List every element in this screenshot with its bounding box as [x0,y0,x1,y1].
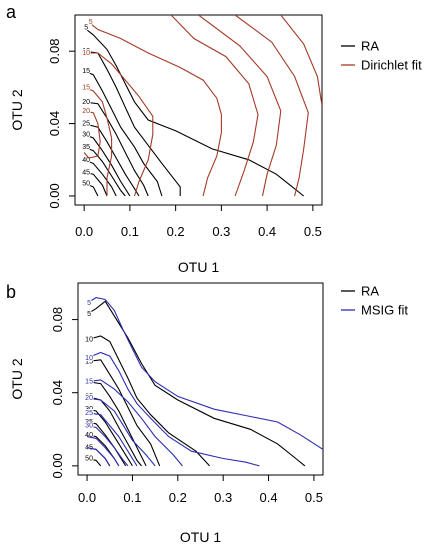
legend-entry: RA [361,284,379,299]
contour-label: 10 [85,337,93,344]
contour-label: 15 [82,68,90,75]
contour-line-10 [84,50,181,196]
contour-label: 25 [85,410,93,417]
contour-label: 45 [82,169,90,176]
contour-line-45 [83,171,108,197]
x-tick-label: 0.0 [75,224,93,239]
contour-line-20 [87,397,156,467]
contour-line-20 [83,110,101,159]
y-tick-label: 0.08 [47,39,62,64]
contour-line [86,447,111,467]
contour-label: 20 [82,108,90,115]
contour-label: 25 [82,121,90,128]
contour-line-15 [83,86,113,196]
contour-label: 15 [85,379,93,386]
legend-entry: Dirichlet fit [361,58,422,73]
contour-line [280,15,322,106]
contour-line [170,15,259,197]
plot-frame [77,282,324,476]
y-tick-label: 0.04 [50,380,65,405]
contour-line [86,436,120,467]
contour-line-20 [87,381,147,467]
contour-line-10 [86,335,211,467]
contour-label: 5 [87,311,91,318]
contour-label: 40 [82,157,90,164]
panel-letter: b [6,282,16,302]
contour-label: 15 [82,84,90,91]
contour-line [234,15,309,197]
series-ra: 5 10 15 20 25 30 35 40 45 50 [81,24,305,197]
x-tick-label: 0.4 [260,490,278,505]
contour-line-20 [84,101,149,197]
contour-line-30 [83,133,131,197]
contour-label: 35 [85,419,93,426]
contour-line-25 [87,412,138,467]
contour-label: 5 [87,300,91,307]
series-dirichlet-fit: 5 10 15 20 [81,15,322,197]
x-tick-label: 0.2 [169,490,187,505]
contour-label: 50 [82,180,90,187]
contour-label: 20 [82,99,90,106]
panel-letter: a [6,2,17,22]
contour-line-30 [86,425,129,467]
contour-line-35 [83,146,126,197]
contour-line-5 [86,300,306,467]
x-tick-label: 0.4 [258,224,276,239]
y-tick-label: 0.08 [50,307,65,332]
contour-label: 5 [89,19,93,26]
x-tick-label: 0.5 [305,490,323,505]
panel-b: b 0.0 0.1 0.2 0.3 0.4 0.5 0.00 0.04 0.08 OTU 1 OTU … [6,282,408,545]
panel-a: a 0.0 0.1 0.2 0.3 0.4 0.5 0.00 0.04 0.08 OTU 1 OTU … [6,2,422,275]
y-tick-label: 0.04 [47,111,62,136]
contour-line [198,15,282,197]
contour-label: 20 [85,379,93,386]
contour-line-35 [86,421,127,467]
contour-line-15 [87,379,183,467]
contour-label: 10 [82,50,90,57]
contour-line-50 [86,457,102,467]
contour-label: 30 [82,131,90,138]
y-tick-label: 0.00 [47,183,62,208]
legend: RA MSIG fit [341,284,408,318]
contour-label: 5 [84,25,88,32]
contour-line-50 [83,182,99,197]
contour-line-10 [84,52,154,197]
x-axis-title: OTU 1 [180,529,221,545]
x-tick-label: 0.0 [78,490,96,505]
x-tick-label: 0.5 [304,224,322,239]
x-tick-label: 0.2 [167,224,185,239]
contour-line-5 [88,21,222,197]
contour-label: 50 [85,456,93,463]
contour-line-15 [83,70,163,197]
y-axis-title: OTU 2 [9,358,25,399]
contour-label: 10 [82,48,90,55]
legend-entry: MSIG fit [361,303,408,318]
contour-line-25 [83,123,140,197]
x-tick-label: 0.3 [212,224,230,239]
y-axis-title: OTU 2 [9,89,25,130]
contour-line-5 [83,27,305,197]
contour-label: 30 [85,423,93,430]
x-tick-label: 0.1 [121,224,139,239]
contour-line-30 [86,408,133,467]
x-axis-title: OTU 1 [178,259,219,275]
contour-line-40 [83,159,117,197]
contour-label: 25 [85,393,93,400]
x-tick-label: 0.1 [123,490,141,505]
legend: RA Dirichlet fit [341,39,422,73]
contour-label: 15 [85,359,93,366]
contour-label: 40 [85,432,93,439]
x-tick-label: 0.3 [214,490,232,505]
contour-label: 20 [85,395,93,402]
contour-line-5 [86,297,323,450]
contour-label: 10 [85,355,93,362]
contour-line-10 [86,351,260,467]
y-tick-label: 0.00 [50,453,65,478]
contour-label: 35 [82,144,90,151]
legend-entry: RA [361,39,379,54]
contour-label: 30 [85,406,93,413]
